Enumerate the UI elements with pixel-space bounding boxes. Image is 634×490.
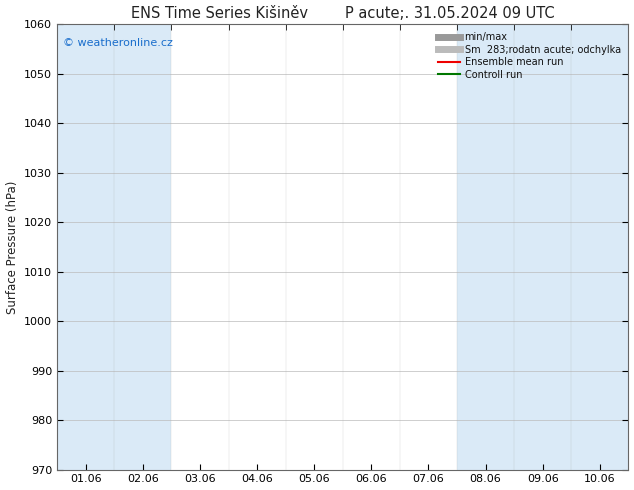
Y-axis label: Surface Pressure (hPa): Surface Pressure (hPa) xyxy=(6,180,18,314)
Text: © weatheronline.cz: © weatheronline.cz xyxy=(63,38,172,48)
Bar xyxy=(114,24,171,469)
Legend: min/max, Sm  283;rodatn acute; odchylka, Ensemble mean run, Controll run: min/max, Sm 283;rodatn acute; odchylka, … xyxy=(436,29,624,82)
Bar xyxy=(514,24,571,469)
Bar xyxy=(457,24,514,469)
Bar xyxy=(571,24,628,469)
Bar xyxy=(57,24,114,469)
Title: ENS Time Series Kišiněv        P acute;. 31.05.2024 09 UTC: ENS Time Series Kišiněv P acute;. 31.05.… xyxy=(131,5,555,21)
